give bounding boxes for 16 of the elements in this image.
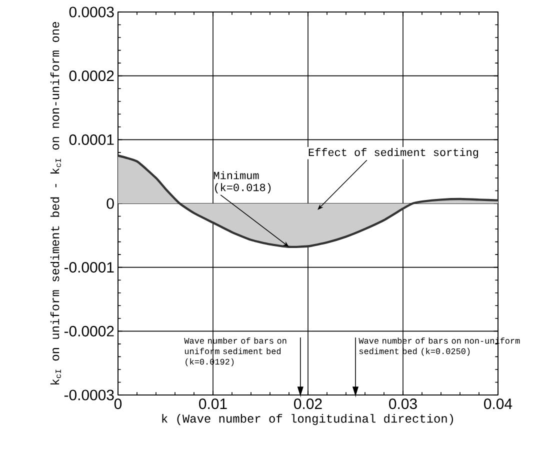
x-tick-label: 0.01 (199, 398, 227, 410)
annotation: Effect of sediment sorting (308, 148, 478, 158)
x-tick-label: 0 (114, 398, 122, 410)
y-tick-label: 0.0003 (69, 6, 114, 18)
x-tick-label: 0.02 (294, 398, 322, 410)
annotation: Minimum (k=0.018) (214, 171, 271, 194)
y-axis-title: k$_{cI}$ on uniform sediment bed - k$_{cI}$ on non-uniform one (50, 22, 61, 384)
x-tick-label: 0.04 (484, 398, 512, 410)
x-tick-label: 0.03 (389, 398, 417, 410)
y-tick-label: -0.0003 (64, 390, 114, 400)
y-tick-label: 0.0001 (69, 134, 114, 145)
y-tick-label: -0.0001 (64, 262, 114, 273)
y-tick-label: 0 (106, 198, 114, 209)
y-tick-label: -0.0002 (64, 326, 114, 336)
x-axis-title: k (Wave number of longitudinal direction) (162, 414, 454, 426)
y-tick-label: 0.0002 (69, 70, 114, 82)
